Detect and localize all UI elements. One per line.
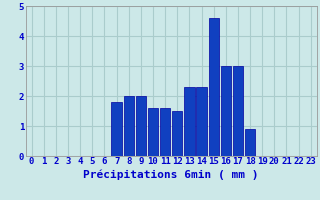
Bar [111, 102, 122, 156]
Bar [172, 111, 182, 156]
Bar [148, 108, 158, 156]
Bar [221, 66, 231, 156]
Bar [136, 96, 146, 156]
X-axis label: Précipitations 6min ( mm ): Précipitations 6min ( mm ) [84, 169, 259, 180]
Bar [233, 66, 243, 156]
Bar [196, 87, 207, 156]
Bar [184, 87, 195, 156]
Bar [160, 108, 170, 156]
Bar [245, 129, 255, 156]
Bar [124, 96, 134, 156]
Bar [209, 18, 219, 156]
